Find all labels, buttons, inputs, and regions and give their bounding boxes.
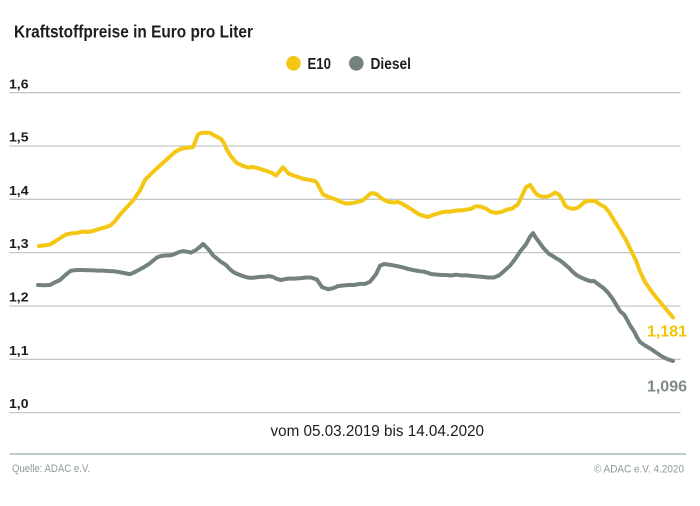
svg-text:1,0: 1,0: [9, 396, 29, 411]
svg-text:Quelle: ADAC e.V.: Quelle: ADAC e.V.: [12, 463, 90, 475]
svg-text:Diesel: Diesel: [371, 56, 412, 73]
svg-text:© ADAC e.V. 4.2020: © ADAC e.V. 4.2020: [594, 463, 684, 475]
svg-text:1,5: 1,5: [9, 130, 29, 145]
svg-text:E10: E10: [308, 56, 332, 73]
svg-text:1,096: 1,096: [647, 379, 687, 396]
svg-text:1,6: 1,6: [9, 76, 29, 91]
svg-text:1,4: 1,4: [9, 183, 29, 198]
svg-text:1,1: 1,1: [9, 343, 29, 358]
svg-text:vom 05.03.2019 bis 14.04.2020: vom 05.03.2019 bis 14.04.2020: [271, 423, 485, 440]
svg-text:1,3: 1,3: [9, 236, 29, 251]
svg-text:1,181: 1,181: [647, 323, 687, 340]
svg-text:Kraftstoffpreise in Euro pro L: Kraftstoffpreise in Euro pro Liter: [14, 22, 253, 42]
svg-text:1,2: 1,2: [9, 290, 29, 305]
